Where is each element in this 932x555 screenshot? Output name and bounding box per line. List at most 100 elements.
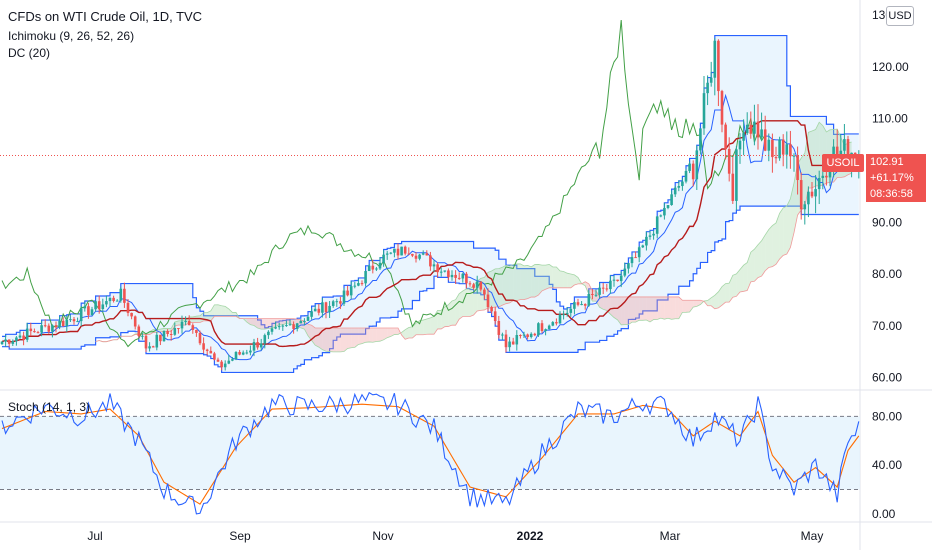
- candle-body: [375, 268, 378, 270]
- candle-body: [36, 332, 40, 334]
- candle-body: [483, 289, 486, 295]
- candle-body: [151, 346, 155, 348]
- candle-body: [367, 265, 371, 272]
- ichimoku-cloud-segment: [416, 320, 420, 335]
- candle-body: [303, 320, 306, 322]
- ichimoku-legend[interactable]: Ichimoku (9, 26, 52, 26): [8, 29, 135, 43]
- ichimoku-cloud-segment: [207, 310, 211, 321]
- candle-body: [166, 331, 169, 334]
- candle-body: [760, 129, 763, 138]
- ichimoku-cloud-segment: [650, 296, 654, 322]
- ichimoku-cloud-segment: [164, 328, 168, 332]
- ichimoku-cloud-segment: [664, 296, 668, 320]
- ichimoku-cloud-segment: [815, 122, 820, 186]
- ichimoku-cloud-segment: [725, 283, 730, 303]
- time-tick-label: 2022: [517, 529, 544, 543]
- candle-body: [558, 314, 562, 324]
- candle-body: [324, 302, 328, 313]
- candle-body: [159, 334, 162, 342]
- candle-body: [738, 140, 742, 150]
- candle-body: [418, 254, 421, 259]
- ichimoku-cloud-segment: [419, 320, 424, 335]
- ichimoku-cloud-segment: [563, 271, 568, 288]
- ichimoku-cloud-segment: [804, 132, 809, 208]
- candle-body: [825, 175, 828, 178]
- candle-body: [15, 337, 18, 342]
- ichimoku-cloud-segment: [754, 244, 758, 282]
- ichimoku-cloud-segment: [552, 267, 557, 288]
- candle-body: [569, 308, 573, 313]
- candle-body: [781, 139, 785, 155]
- candle-body: [389, 252, 393, 254]
- candle-body: [238, 351, 241, 355]
- candle-body: [353, 285, 357, 287]
- candle-body: [846, 139, 850, 163]
- candle-body: [173, 328, 177, 335]
- candle-body: [493, 311, 497, 322]
- currency-button[interactable]: USD: [886, 6, 914, 26]
- candle-body: [79, 308, 83, 322]
- ichimoku-cloud-segment: [686, 300, 690, 313]
- candle-body: [33, 331, 36, 333]
- chart-title: CFDs on WTI Crude Oil, 1D, TVC: [8, 9, 203, 24]
- ichimoku-cloud-segment: [711, 295, 715, 309]
- ichimoku-cloud-segment: [264, 318, 269, 330]
- ichimoku-cloud-segment: [736, 269, 740, 297]
- price-tick-label: 90.00: [872, 215, 902, 229]
- bar-countdown-label: 08:36:58: [866, 186, 926, 202]
- candle-body: [11, 341, 15, 344]
- candle-body: [454, 274, 457, 278]
- candle-body: [749, 124, 753, 134]
- stoch-k-line: [1, 391, 860, 515]
- ichimoku-cloud-segment: [192, 316, 197, 323]
- candle-body: [436, 264, 439, 273]
- candle-body: [511, 341, 515, 345]
- candle-body: [141, 335, 144, 337]
- ichimoku-cloud-segment: [639, 296, 643, 321]
- ichimoku-cloud-segment: [228, 308, 233, 317]
- ichimoku-cloud-segment: [524, 265, 528, 300]
- candle-body: [799, 180, 803, 210]
- candle-body: [277, 326, 281, 328]
- candle-body: [195, 329, 198, 333]
- candle-body: [555, 322, 558, 324]
- candle-body: [18, 335, 22, 338]
- ichimoku-cloud-segment: [279, 318, 283, 325]
- donchian-legend[interactable]: DC (20): [8, 46, 51, 60]
- candle-body: [828, 168, 832, 178]
- ichimoku-cloud-segment: [336, 328, 341, 352]
- ichimoku-cloud-segment: [646, 296, 650, 322]
- candle-body: [342, 290, 346, 304]
- ichimoku-cloud-segment: [570, 274, 575, 288]
- ichimoku-cloud-segment: [470, 285, 474, 317]
- candle-body: [843, 139, 846, 151]
- ichimoku-cloud-segment: [426, 317, 431, 335]
- candle-body: [450, 274, 454, 278]
- ichimoku-cloud-segment: [527, 265, 532, 299]
- candle-body: [241, 352, 245, 355]
- candle-body: [688, 163, 691, 171]
- candle-body: [292, 324, 295, 329]
- stoch-legend[interactable]: Stoch (14, 1, 3): [8, 400, 91, 414]
- candle-body: [526, 334, 529, 338]
- ichimoku-cloud-segment: [430, 316, 434, 335]
- candle-body: [202, 343, 205, 350]
- ichimoku-cloud-segment: [394, 328, 398, 335]
- stoch-band-fill: [0, 416, 860, 490]
- candle-body: [90, 309, 94, 316]
- ichimoku-cloud-segment: [509, 264, 514, 303]
- candle-body: [562, 314, 565, 316]
- candle-body: [187, 320, 191, 326]
- candle-body: [619, 275, 623, 282]
- candle-body: [87, 306, 90, 316]
- candle-body: [7, 339, 11, 344]
- candle-body: [468, 283, 472, 285]
- candle-body: [817, 177, 821, 190]
- ichimoku-cloud-segment: [275, 318, 280, 327]
- candle-body: [105, 301, 108, 305]
- candle-body: [576, 302, 580, 305]
- candle-body: [717, 40, 720, 92]
- candle-body: [479, 281, 483, 290]
- candle-body: [382, 254, 385, 263]
